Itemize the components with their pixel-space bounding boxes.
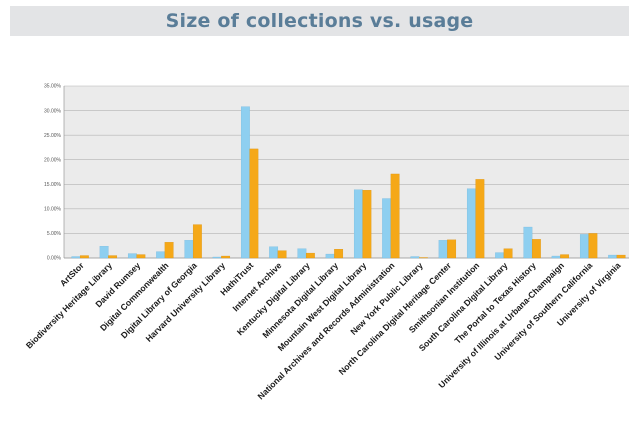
bar-series1 bbox=[438, 240, 448, 259]
chart-title: Size of collections vs. usage bbox=[165, 10, 474, 32]
bar-series2 bbox=[108, 255, 118, 259]
bar-series1 bbox=[353, 189, 363, 259]
bar-series1 bbox=[579, 234, 589, 259]
y-tick-label: 10.00% bbox=[44, 207, 62, 213]
bar-series2 bbox=[503, 248, 513, 259]
bar-series1 bbox=[156, 251, 166, 259]
bar-series2 bbox=[588, 233, 598, 259]
bar-series1 bbox=[99, 246, 109, 259]
bar-series2 bbox=[192, 224, 202, 259]
bar-series2 bbox=[531, 239, 541, 259]
bar-series1 bbox=[466, 188, 476, 259]
bar-series2 bbox=[362, 190, 372, 259]
bar-series1 bbox=[184, 240, 194, 259]
bar-series2 bbox=[334, 249, 344, 259]
bar-series2 bbox=[390, 173, 400, 259]
bar-series1 bbox=[127, 253, 137, 259]
bar-series2 bbox=[136, 254, 146, 259]
bar-series2 bbox=[305, 252, 315, 259]
y-tick-label: 30.00% bbox=[44, 108, 62, 114]
bar-series1 bbox=[523, 226, 533, 259]
bar-series2 bbox=[221, 255, 231, 259]
bar-series1 bbox=[410, 256, 420, 259]
bar-series1 bbox=[495, 252, 505, 259]
plot-area bbox=[64, 86, 629, 258]
bar-series2 bbox=[249, 148, 259, 259]
bar-series1 bbox=[212, 256, 222, 259]
bar-series2 bbox=[616, 254, 626, 259]
bar-series1 bbox=[551, 255, 561, 259]
bar-series1 bbox=[608, 254, 618, 259]
bar-series2 bbox=[447, 239, 457, 259]
y-tick-label: 0.00% bbox=[47, 256, 62, 262]
y-tick-label: 20.00% bbox=[44, 157, 62, 163]
bar-series1 bbox=[71, 256, 81, 259]
bar-series1 bbox=[297, 248, 307, 259]
y-tick-label: 15.00% bbox=[44, 182, 62, 188]
bar-series2 bbox=[560, 254, 570, 259]
bar-series1 bbox=[382, 198, 392, 259]
bar-series2 bbox=[277, 250, 287, 259]
y-tick-label: 35.00% bbox=[44, 84, 62, 90]
bar-series2 bbox=[475, 179, 485, 259]
y-tick-label: 5.00% bbox=[47, 231, 62, 237]
y-tick-label: 25.00% bbox=[44, 133, 62, 139]
bar-series1 bbox=[325, 253, 335, 259]
bar-series2 bbox=[79, 255, 89, 259]
bar-series1 bbox=[269, 246, 279, 259]
bar-series1 bbox=[240, 106, 250, 259]
category-label: Internet Archive bbox=[230, 260, 283, 313]
bar-series2 bbox=[164, 242, 174, 259]
title-bar: Size of collections vs. usage bbox=[10, 6, 629, 36]
